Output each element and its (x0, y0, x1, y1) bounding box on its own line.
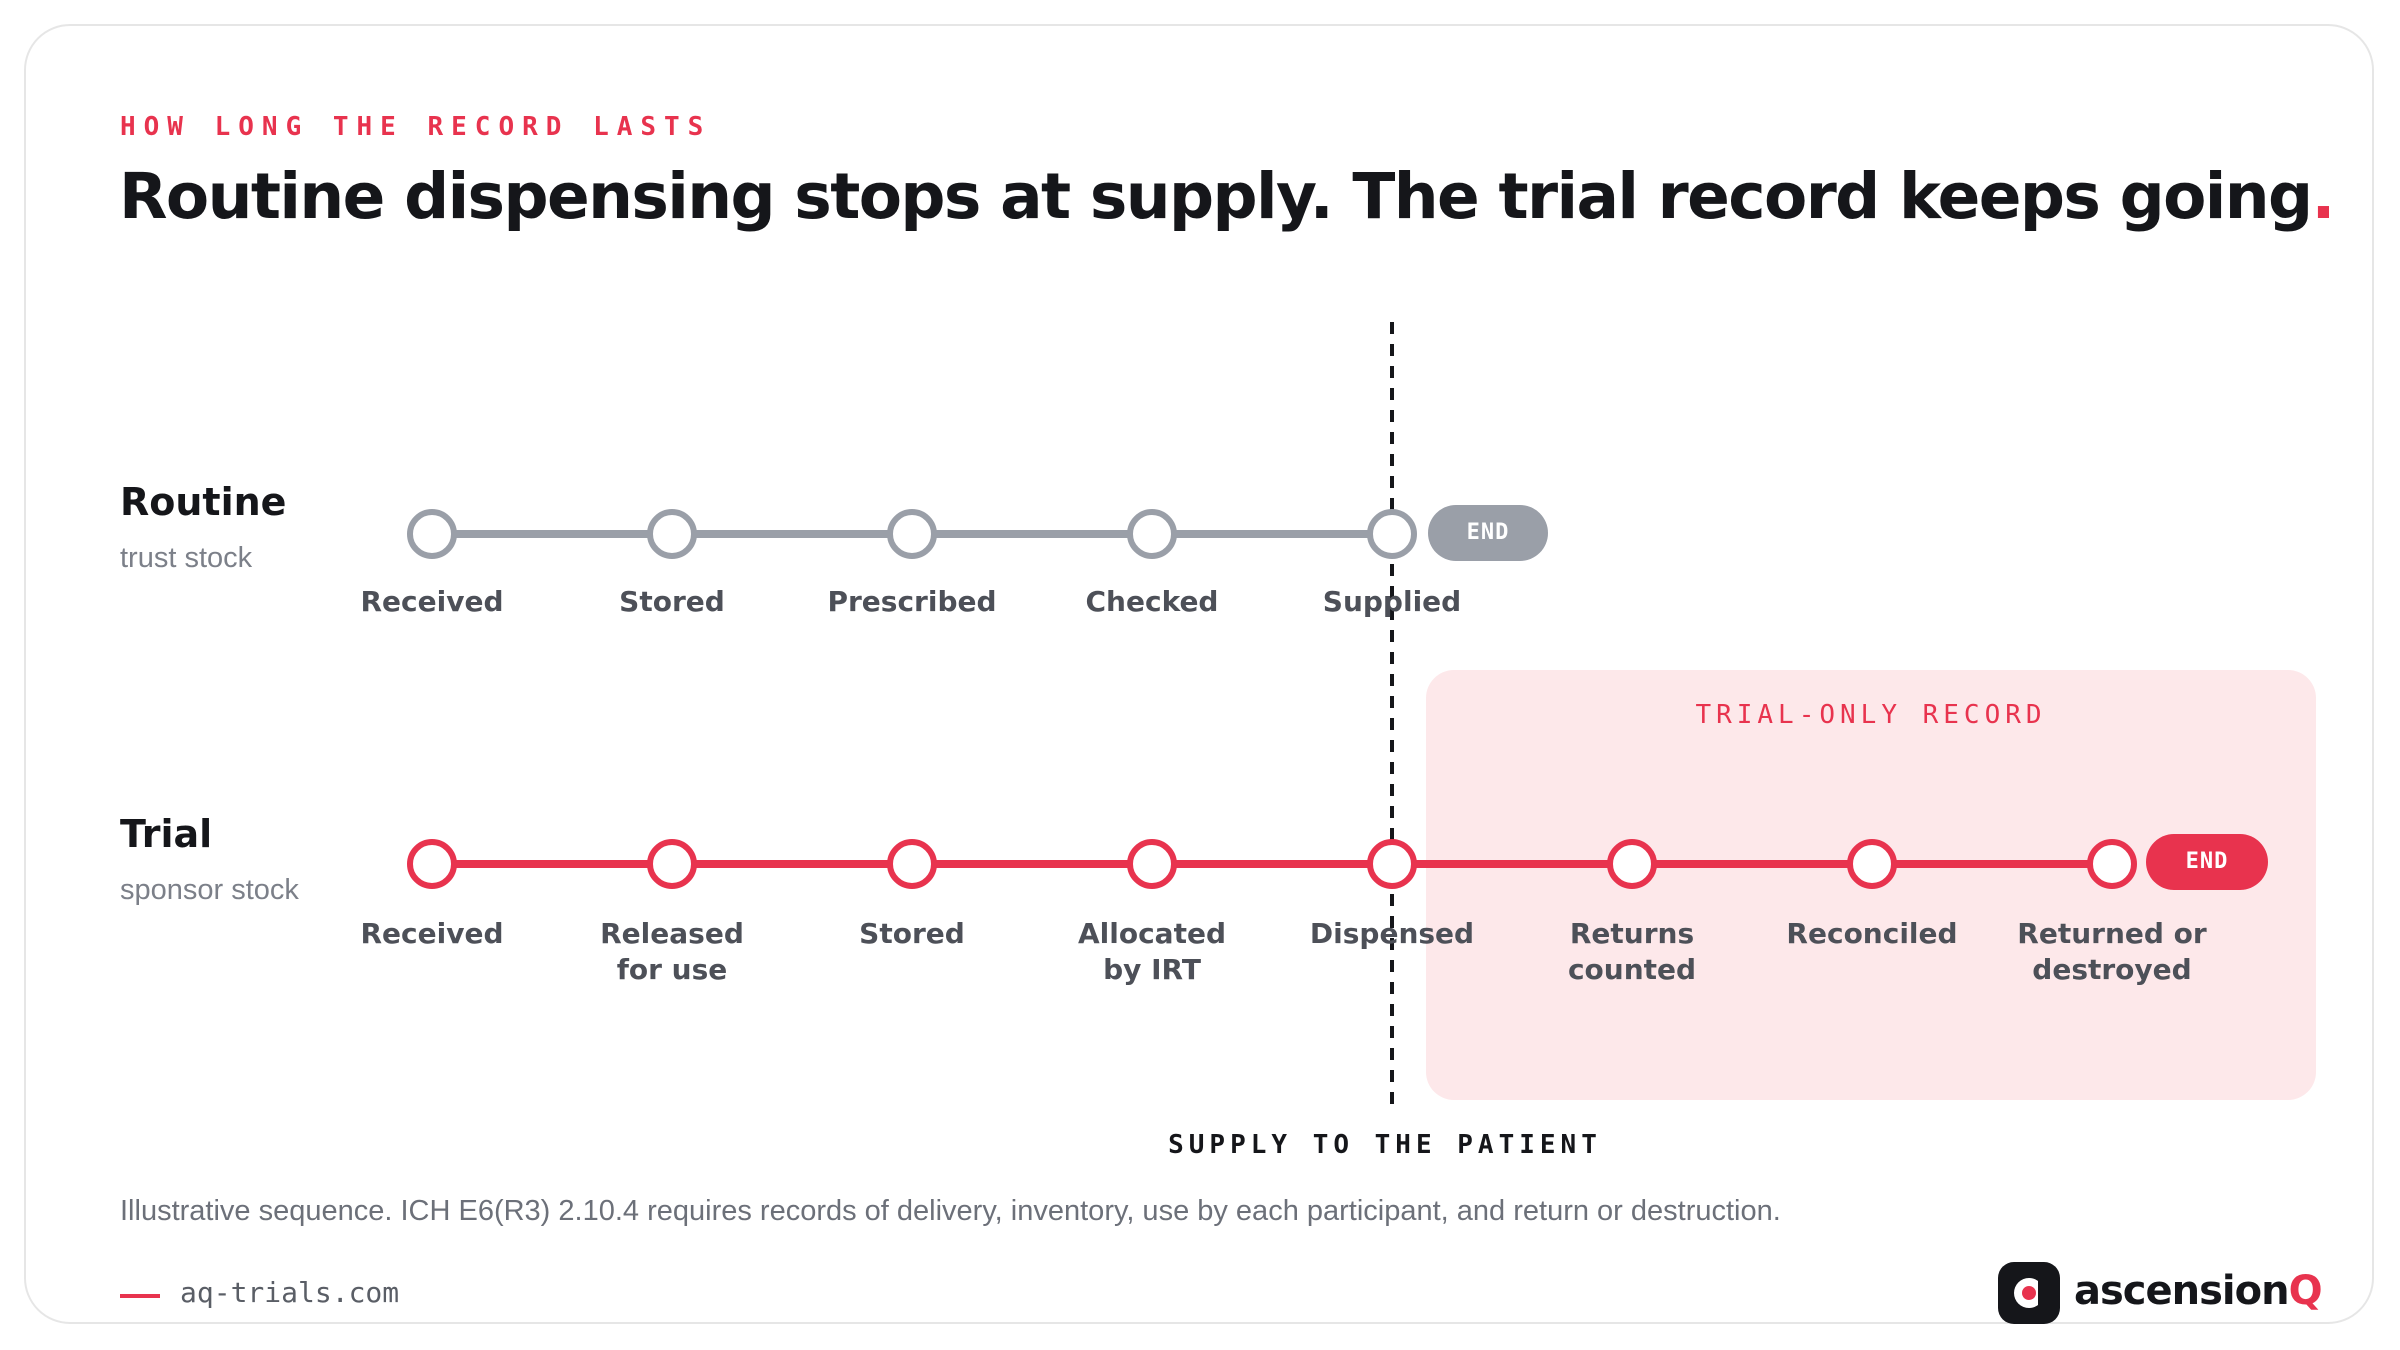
routine-stage-label: Prescribed (827, 585, 997, 618)
url-dash (120, 1294, 160, 1298)
trial-stage-node (1607, 839, 1657, 889)
brand-name: ascensionQ (2074, 1268, 2323, 1314)
trial-end-badge: END (2146, 834, 2268, 890)
eyebrow-label: HOW LONG THE RECORD LASTS (120, 112, 712, 142)
routine-stage-label: Stored (619, 585, 725, 618)
trial-stage-label: Allocated by IRT (1077, 917, 1226, 986)
routine-stage-node (1127, 509, 1177, 559)
title-period: . (2311, 160, 2336, 233)
routine-stage-node (407, 509, 457, 559)
routine-stage-node (887, 509, 937, 559)
trial-stage-node (1127, 839, 1177, 889)
routine-end-badge: END (1428, 505, 1548, 561)
footer-url: aq-trials.com (180, 1276, 400, 1309)
trial-stage-node (407, 839, 457, 889)
trial-stage-label: Released for use (600, 917, 744, 986)
trial-stage-label: Returned or destroyed (2017, 917, 2207, 986)
routine-stage-node (1367, 509, 1417, 559)
title-text: Routine dispensing stops at supply. The … (119, 160, 2313, 233)
trial-stage-label: Reconciled (1786, 917, 1958, 950)
routine-stage-node (647, 509, 697, 559)
trial-stage-node (1847, 839, 1897, 889)
routine-stage-label: Checked (1085, 585, 1219, 618)
trial-stage-label: Dispensed (1309, 917, 1475, 950)
trial-stage-label: Received (360, 917, 504, 950)
trial-stage-node (887, 839, 937, 889)
trial-only-label: TRIAL-ONLY RECORD (1695, 700, 2047, 730)
page-title: Routine dispensing stops at supply. The … (119, 160, 2336, 233)
trial-stage-node (1367, 839, 1417, 889)
trial-stage-label: Stored (859, 917, 965, 950)
ascensionq-logo-icon (1998, 1262, 2060, 1324)
trial-row-subtitle: sponsor stock (120, 874, 299, 906)
brand-text: ascension (2074, 1268, 2290, 1314)
routine-row-name: Routine (120, 480, 287, 524)
routine-stage-label: Received (360, 585, 504, 618)
trial-stage-node (2087, 839, 2137, 889)
supply-divider-label: SUPPLY TO THE PATIENT (1168, 1130, 1602, 1160)
routine-row-subtitle: trust stock (120, 542, 253, 574)
trial-stage-node (647, 839, 697, 889)
footnote: Illustrative sequence. ICH E6(R3) 2.10.4… (120, 1195, 1781, 1227)
brand-suffix: Q (2288, 1268, 2323, 1314)
trial-row-name: Trial (120, 812, 213, 856)
trial-stage-label: Returns counted (1567, 917, 1697, 986)
trial-track (407, 839, 2137, 889)
routine-stage-label: Supplied (1322, 585, 1462, 618)
routine-track (407, 509, 1417, 559)
